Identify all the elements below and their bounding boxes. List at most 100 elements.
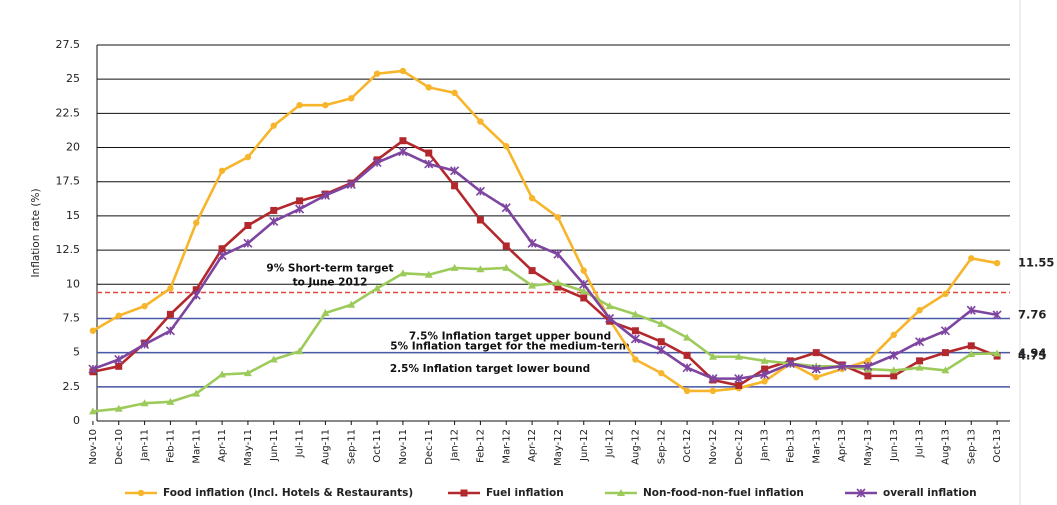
point	[270, 122, 277, 129]
x-tick-label: Feb-13	[785, 429, 796, 463]
point	[968, 255, 975, 262]
point	[864, 357, 872, 365]
point	[760, 369, 770, 380]
point	[399, 67, 407, 75]
point	[322, 101, 329, 109]
point	[269, 355, 278, 363]
point	[88, 407, 97, 415]
x-tick-label: Apr-13	[837, 429, 848, 462]
point	[811, 364, 821, 374]
point	[218, 245, 226, 253]
point	[656, 345, 666, 355]
point	[295, 347, 304, 355]
point	[617, 489, 625, 496]
point	[114, 404, 123, 412]
x-tick-label: Feb-11	[165, 429, 176, 463]
point	[320, 190, 330, 200]
point	[553, 278, 562, 286]
x-tick-label: Apr-11	[217, 429, 228, 462]
x-tick-label: Jan-11	[140, 429, 151, 462]
y-tick-label: 5	[73, 346, 80, 359]
point	[709, 387, 717, 395]
point	[243, 369, 252, 377]
point	[166, 310, 174, 318]
point	[425, 84, 432, 91]
x-tick-label: Sep-11	[346, 429, 357, 464]
reference-label: 7.5% Inflation target upper bound	[409, 330, 611, 342]
point	[812, 349, 820, 357]
point	[890, 331, 897, 339]
x-tick-label: Jun-12	[579, 429, 590, 462]
x-tick-label: May-13	[863, 429, 874, 466]
point	[657, 338, 665, 346]
x-tick-label: Apr-12	[527, 429, 538, 462]
point	[579, 287, 588, 295]
point	[425, 149, 433, 157]
point	[141, 302, 148, 310]
point	[657, 319, 666, 327]
x-tick-label: Aug-11	[320, 429, 331, 465]
point	[476, 265, 485, 273]
point	[708, 374, 718, 384]
end-label: 7.76	[1018, 307, 1046, 321]
point	[503, 142, 510, 150]
point	[528, 281, 537, 289]
point	[682, 363, 692, 373]
x-tick-label: Aug-13	[940, 429, 951, 465]
point	[295, 204, 305, 214]
y-tick-label: 22.5	[56, 106, 81, 119]
point	[347, 300, 356, 308]
point	[501, 203, 511, 213]
point	[296, 197, 304, 205]
point	[864, 372, 872, 380]
x-tick-label: Mar-11	[191, 429, 202, 464]
point	[450, 166, 460, 176]
point	[460, 489, 468, 497]
reference-label: to June 2012	[293, 276, 368, 288]
point	[632, 356, 639, 363]
point	[193, 219, 200, 226]
point	[813, 374, 820, 381]
point	[734, 352, 743, 360]
point	[502, 263, 511, 271]
point	[837, 361, 847, 371]
point	[296, 101, 303, 109]
x-tick-label: Jul-13	[915, 429, 926, 458]
point	[915, 337, 925, 347]
y-tick-label: 27.5	[56, 38, 81, 51]
point	[270, 206, 278, 214]
point	[167, 285, 174, 292]
point	[554, 214, 562, 221]
point	[658, 369, 665, 377]
legend-label: overall inflation	[883, 487, 977, 499]
x-tick-label: Mar-12	[501, 429, 512, 464]
y-tick-label: 12.5	[56, 243, 81, 256]
x-tick-label: Jan-13	[760, 429, 771, 462]
point	[348, 95, 355, 102]
point	[916, 357, 924, 365]
y-tick-label: 20	[66, 141, 80, 154]
point	[398, 269, 407, 277]
point	[708, 352, 717, 360]
end-label: 11.55	[1018, 256, 1054, 270]
point	[941, 349, 949, 357]
x-tick-label: Dec-12	[734, 429, 745, 465]
y-tick-label: 17.5	[56, 175, 81, 188]
point	[940, 326, 950, 336]
point	[527, 238, 537, 248]
point	[889, 350, 899, 360]
legend-label: Fuel inflation	[486, 487, 564, 499]
point	[967, 350, 976, 358]
legend-label: Food inflation (Incl. Hotels & Restauran…	[163, 487, 413, 499]
point	[856, 488, 866, 498]
y-tick-label: 15	[66, 209, 80, 222]
x-tick-label: Nov-10	[88, 429, 99, 465]
point	[863, 361, 873, 371]
point	[631, 327, 639, 335]
reference-label: 2.5% Inflation target lower bound	[390, 363, 590, 375]
x-tick-label: Jul-11	[295, 429, 306, 458]
point	[321, 308, 330, 316]
y-tick-label: 2.5	[63, 380, 81, 393]
